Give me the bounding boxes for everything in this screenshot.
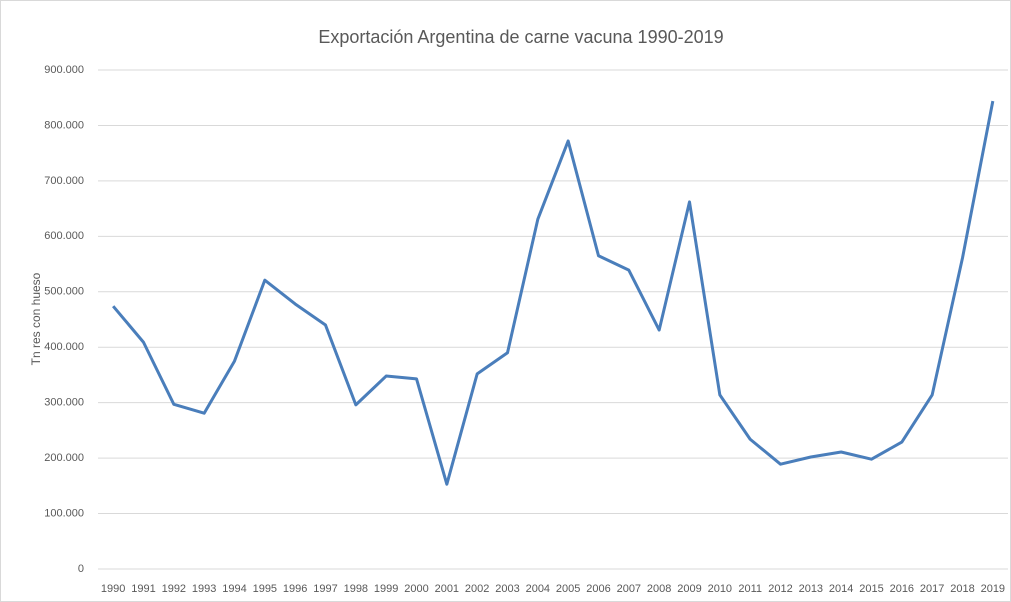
x-tick-label: 2006 bbox=[586, 583, 610, 595]
x-tick-label: 2014 bbox=[829, 583, 853, 595]
x-tick-label: 1999 bbox=[374, 583, 398, 595]
x-tick-label: 2000 bbox=[404, 583, 428, 595]
x-tick-label: 2011 bbox=[738, 583, 762, 595]
x-tick-label: 1998 bbox=[344, 583, 368, 595]
x-tick-label: 2010 bbox=[708, 583, 732, 595]
x-tick-label: 2001 bbox=[435, 583, 459, 595]
y-tick-label: 500.000 bbox=[44, 286, 84, 298]
x-tick-label: 1995 bbox=[253, 583, 277, 595]
x-tick-label: 2013 bbox=[799, 583, 823, 595]
x-tick-label: 1994 bbox=[222, 583, 246, 595]
chart-title: Exportación Argentina de carne vacuna 19… bbox=[318, 27, 723, 47]
y-tick-label: 900.000 bbox=[44, 64, 84, 76]
x-tick-label: 2007 bbox=[617, 583, 641, 595]
x-tick-label: 1993 bbox=[192, 583, 216, 595]
x-tick-label: 2009 bbox=[677, 583, 701, 595]
x-tick-label: 2005 bbox=[556, 583, 580, 595]
x-tick-label: 2018 bbox=[950, 583, 974, 595]
x-tick-label: 2015 bbox=[859, 583, 883, 595]
line-series bbox=[112, 100, 995, 486]
x-tick-label: 2008 bbox=[647, 583, 671, 595]
x-tick-label: 1996 bbox=[283, 583, 307, 595]
x-tick-label: 2016 bbox=[890, 583, 914, 595]
y-tick-label: 400.000 bbox=[44, 341, 84, 353]
x-tick-label: 1997 bbox=[313, 583, 337, 595]
y-tick-label: 200.000 bbox=[44, 452, 84, 464]
y-tick-label: 0 bbox=[78, 563, 84, 575]
y-axis-label: Tn res con hueso bbox=[29, 272, 43, 365]
x-tick-label: 2002 bbox=[465, 583, 489, 595]
x-tick-label: 2004 bbox=[526, 583, 550, 595]
y-tick-label: 100.000 bbox=[44, 507, 84, 519]
x-tick-label: 1991 bbox=[131, 583, 155, 595]
x-tick-label: 2019 bbox=[981, 583, 1005, 595]
y-tick-label: 700.000 bbox=[44, 175, 84, 187]
x-tick-label: 1992 bbox=[162, 583, 186, 595]
y-tick-label: 300.000 bbox=[44, 397, 84, 409]
x-tick-label: 2017 bbox=[920, 583, 944, 595]
x-tick-label: 2012 bbox=[768, 583, 792, 595]
x-tick-label: 2003 bbox=[495, 583, 519, 595]
x-tick-label: 1990 bbox=[101, 583, 125, 595]
y-tick-label: 600.000 bbox=[44, 230, 84, 242]
y-tick-label: 800.000 bbox=[44, 119, 84, 131]
